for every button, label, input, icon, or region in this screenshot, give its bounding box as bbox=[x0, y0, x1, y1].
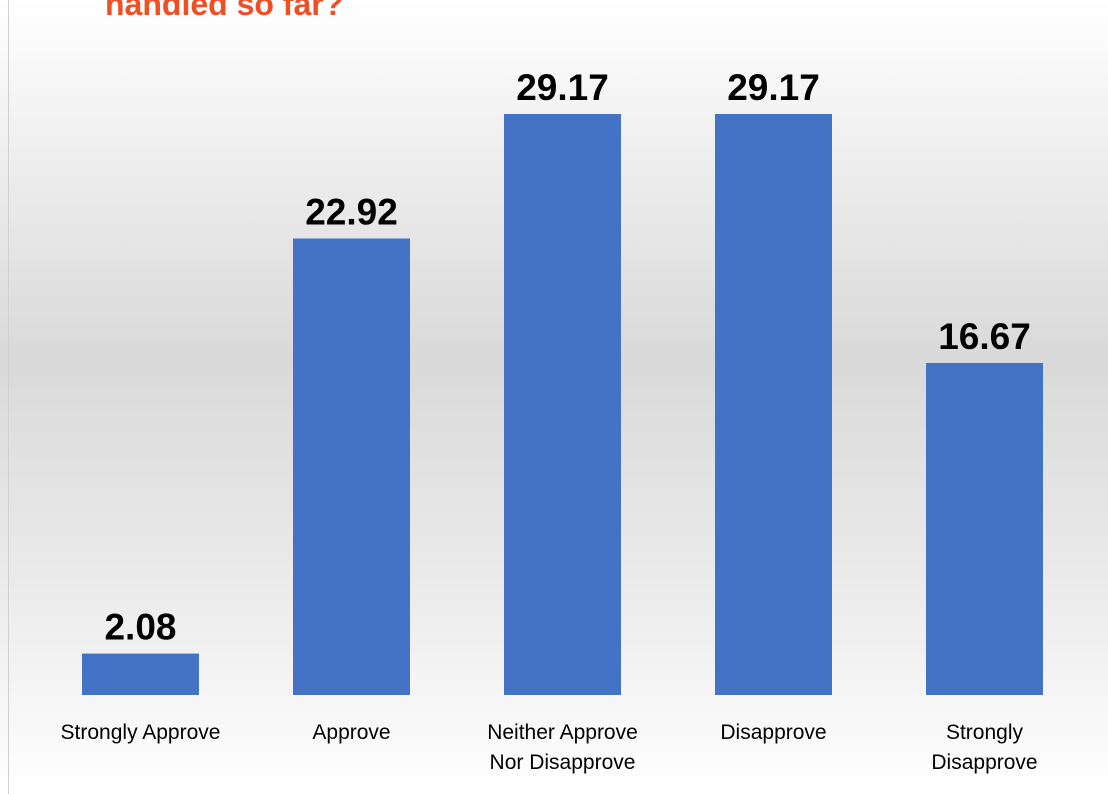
bar bbox=[715, 114, 832, 695]
chart-title: handled so far? bbox=[105, 0, 344, 22]
x-tick-label: Strongly Approve bbox=[60, 721, 221, 744]
x-tick-label: Strongly Disapprove bbox=[931, 721, 1038, 774]
value-label: 16.67 bbox=[938, 316, 1031, 357]
bar bbox=[926, 362, 1043, 695]
value-label: 29.17 bbox=[727, 67, 820, 108]
bar bbox=[82, 653, 199, 695]
value-label: 2.08 bbox=[104, 607, 176, 648]
x-tick-label: Approve bbox=[312, 721, 391, 744]
value-label: 29.17 bbox=[516, 67, 609, 108]
bar bbox=[504, 114, 621, 695]
chart-border bbox=[8, 0, 9, 794]
x-tick-label: Neither Approve Nor Disapprove bbox=[487, 721, 638, 774]
value-label: 22.92 bbox=[305, 191, 398, 232]
bar bbox=[293, 238, 410, 695]
x-tick-label: Disapprove bbox=[720, 721, 827, 744]
